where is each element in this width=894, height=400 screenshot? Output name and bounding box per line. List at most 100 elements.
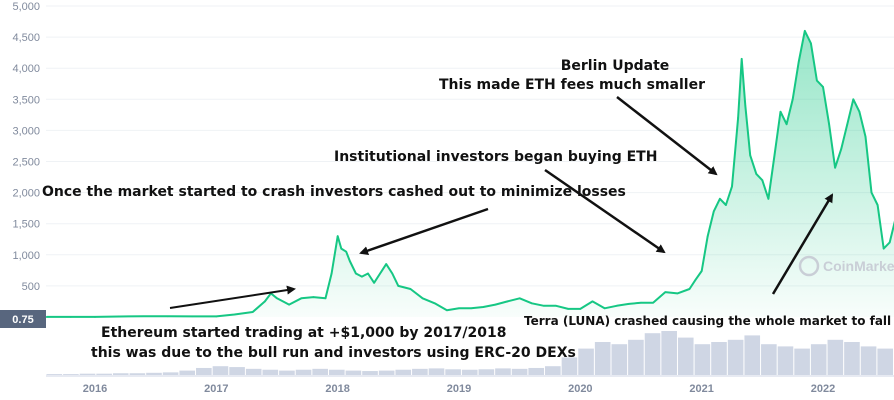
price-point	[755, 173, 758, 175]
price-point	[215, 315, 218, 318]
price-point	[694, 278, 697, 281]
arrow-institutional	[544, 168, 666, 254]
volume-bar	[844, 342, 860, 375]
price-point	[761, 179, 764, 181]
y-tick-label: 4,000	[12, 63, 40, 75]
volume-bar	[129, 373, 146, 375]
price-point	[567, 308, 569, 310]
price-point	[433, 302, 436, 305]
arrow-luna	[771, 193, 834, 295]
price-point	[591, 300, 594, 303]
price-point	[804, 30, 806, 32]
price-points	[45, 30, 891, 318]
volume-bar	[794, 348, 810, 375]
price-point	[840, 148, 842, 150]
price-point	[744, 104, 747, 107]
price-point	[797, 61, 800, 63]
x-tick-label: 2022	[811, 383, 835, 395]
price-point	[713, 210, 715, 213]
price-point	[810, 42, 812, 45]
volume-bar	[744, 335, 761, 375]
price-point	[858, 110, 861, 113]
price-point	[737, 117, 739, 119]
price-point	[458, 307, 460, 310]
price-point	[191, 315, 193, 318]
volume-bar	[761, 344, 777, 375]
volume-bar	[412, 368, 428, 375]
price-point	[688, 288, 691, 290]
y-tick-label: 3,500	[12, 94, 40, 106]
price-point	[233, 313, 236, 316]
coinmarketcap-watermark: CoinMarketCap	[798, 255, 894, 277]
price-point	[876, 204, 879, 206]
price-point	[543, 305, 545, 307]
price-point	[706, 235, 709, 237]
price-point	[421, 297, 424, 300]
price-point	[288, 303, 290, 306]
price-point	[603, 307, 606, 310]
price-point	[822, 86, 824, 88]
watermark-text: CoinMarketCap	[823, 258, 894, 274]
price-point	[391, 272, 394, 275]
volume-bar	[96, 373, 112, 375]
x-tick-label: 2021	[689, 383, 713, 395]
price-point	[379, 272, 381, 275]
price-point	[142, 315, 145, 318]
x-tick-label: 2016	[83, 383, 107, 395]
price-point	[791, 98, 794, 101]
y-tick-label: 500	[22, 281, 40, 293]
price-point	[740, 58, 743, 60]
price-point	[676, 292, 679, 295]
gridlines	[46, 5, 894, 287]
price-point	[385, 263, 388, 265]
x-tick-label: 2019	[447, 383, 471, 395]
annotation-berlin-subtitle: This made ETH fees much smaller	[439, 77, 705, 93]
arrow-crash	[359, 207, 489, 255]
price-point	[888, 241, 891, 244]
price-point	[579, 308, 582, 310]
y-tick-label: 1,000	[12, 250, 40, 262]
price-point	[69, 316, 72, 318]
price-point	[555, 305, 557, 307]
price-point	[361, 275, 363, 278]
volume-bar	[661, 331, 677, 375]
price-point	[628, 303, 630, 305]
volume-bar	[511, 368, 528, 375]
volume-bar	[212, 366, 229, 375]
price-point	[834, 166, 836, 169]
volume-bar	[279, 370, 295, 375]
volume-bar	[611, 344, 628, 375]
arrow-berlin	[616, 96, 718, 176]
price-point	[367, 272, 369, 275]
volume-bar	[677, 337, 694, 375]
volume-bar	[46, 374, 63, 375]
y-tick-label: 5,000	[12, 1, 40, 13]
price-point	[640, 301, 642, 304]
volume-bar	[860, 346, 877, 375]
volume-bar	[628, 339, 644, 375]
volume-bar	[196, 367, 212, 375]
price-area-fill	[46, 30, 894, 317]
y-tick-label: 2,500	[12, 157, 40, 169]
x-tick-label: 2017	[204, 383, 228, 395]
volume-bar	[395, 369, 412, 375]
volume-bar	[63, 374, 79, 375]
annotation-crash: Once the market started to crash investo…	[42, 184, 626, 200]
volume-bar	[362, 371, 378, 375]
price-point	[300, 297, 303, 300]
price-point	[700, 270, 703, 272]
price-point	[731, 185, 733, 188]
price-point	[340, 247, 343, 250]
price-point	[852, 98, 855, 101]
price-point	[816, 79, 818, 82]
price-point	[349, 260, 351, 262]
y-tick-label: 4,500	[12, 32, 40, 44]
price-point	[276, 297, 278, 300]
price-point	[494, 303, 497, 306]
price-point	[264, 300, 266, 303]
annotation-berlin-title: Berlin Update	[561, 58, 670, 74]
annotation-institutional: Institutional investors began buying ETH	[334, 149, 657, 165]
y-tick-label: 3,000	[12, 125, 40, 137]
volume-bar	[345, 370, 362, 375]
